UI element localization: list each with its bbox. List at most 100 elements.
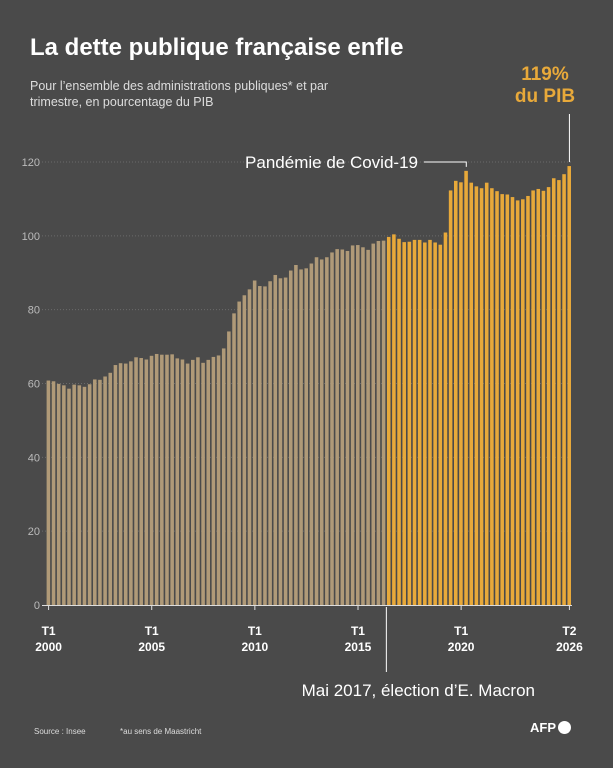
bar <box>221 348 226 605</box>
bar <box>242 295 247 605</box>
bar <box>237 301 241 605</box>
bar <box>557 180 561 605</box>
bar <box>376 241 381 606</box>
bar <box>438 244 443 605</box>
bar <box>402 242 406 605</box>
bar <box>479 188 484 606</box>
bar <box>453 180 458 605</box>
bar <box>134 357 138 605</box>
bar <box>474 186 479 606</box>
x-tick-label: T1 2020 <box>448 624 475 654</box>
bar <box>252 280 257 605</box>
bar <box>428 239 432 605</box>
bar <box>56 383 61 605</box>
bar <box>392 234 396 605</box>
bar <box>417 239 422 605</box>
bar <box>247 289 252 605</box>
bar <box>314 257 319 605</box>
y-tick-label: 60 <box>28 379 40 391</box>
bar <box>82 386 87 605</box>
bar <box>459 182 463 605</box>
bar <box>567 166 571 605</box>
bar <box>361 247 365 605</box>
y-tick-label: 120 <box>22 157 40 169</box>
bar <box>113 365 118 605</box>
bar <box>330 252 334 605</box>
bar <box>526 195 530 606</box>
bar <box>67 388 71 605</box>
bar <box>273 274 278 605</box>
bar <box>319 259 324 605</box>
bar <box>87 384 92 605</box>
x-tick-label: T1 2015 <box>345 624 372 654</box>
bar <box>371 243 376 606</box>
covid-annotation: Pandémie de Covid-19 <box>245 153 418 172</box>
bar <box>356 245 360 605</box>
bar <box>536 188 541 606</box>
bar <box>381 240 386 605</box>
bar <box>118 363 123 605</box>
bar <box>433 242 437 605</box>
bar <box>144 359 149 605</box>
bar <box>562 174 566 605</box>
bar <box>521 199 525 605</box>
source-note: Source : Insee <box>34 727 86 736</box>
bar <box>93 379 97 605</box>
bar <box>505 194 510 605</box>
bar <box>335 249 339 605</box>
bar <box>149 355 154 605</box>
bar <box>495 191 499 605</box>
bar <box>268 281 272 605</box>
bar <box>258 286 262 605</box>
x-tick-label: T1 2000 <box>35 624 62 654</box>
bar <box>206 359 211 605</box>
bar <box>464 170 468 606</box>
bar <box>407 241 412 606</box>
bar <box>51 381 56 605</box>
bar <box>129 361 133 605</box>
bar <box>546 187 551 605</box>
bar <box>185 363 190 605</box>
afp-logo: AFP <box>530 720 571 735</box>
bar <box>232 313 236 605</box>
bar <box>366 249 370 605</box>
bar <box>263 286 267 605</box>
bar <box>469 182 474 605</box>
x-tick-label: T1 2010 <box>242 624 269 654</box>
bar <box>531 190 535 605</box>
bar <box>386 236 391 605</box>
bar <box>180 359 185 605</box>
bar <box>46 380 51 605</box>
bar <box>175 358 180 605</box>
bar <box>397 238 401 605</box>
bar <box>77 385 82 605</box>
bar <box>412 239 417 605</box>
bar <box>443 232 448 605</box>
chart-subtitle: Pour l’ensemble des administrations publ… <box>30 79 329 109</box>
x-tick-label: T1 2005 <box>138 624 165 654</box>
bar <box>484 182 489 605</box>
bar <box>165 354 169 605</box>
footnote: *au sens de Maastricht <box>120 727 202 736</box>
bar <box>103 376 107 605</box>
bar <box>170 354 174 605</box>
bar <box>196 357 200 605</box>
bar <box>551 178 556 605</box>
bar <box>211 356 216 605</box>
y-tick-label: 20 <box>28 526 40 538</box>
bar <box>345 250 350 605</box>
bar <box>325 257 329 605</box>
x-tick-label: T2 2026 <box>556 624 583 654</box>
latest-value-callout: 119% du PIB <box>505 64 585 108</box>
y-tick-label: 80 <box>28 305 40 317</box>
latest-value-percent: 119% <box>521 64 569 85</box>
bar <box>190 359 195 605</box>
bar <box>227 331 231 605</box>
macron-annotation: Mai 2017, élection d’E. Macron <box>302 681 535 700</box>
latest-value-unit: du PIB <box>514 86 576 107</box>
bar <box>72 384 76 605</box>
bar <box>62 385 66 605</box>
bar <box>98 379 102 605</box>
bar <box>299 269 303 605</box>
bar <box>216 355 221 605</box>
